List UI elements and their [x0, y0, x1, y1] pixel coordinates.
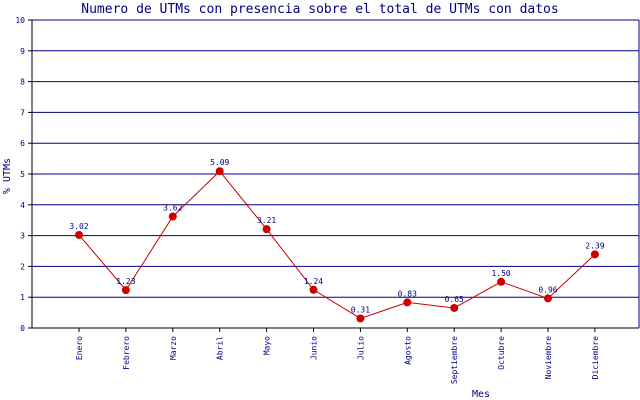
data-point	[544, 294, 552, 303]
y-tick-label: 9	[20, 47, 25, 56]
x-tick-label: Junio	[310, 336, 319, 360]
data-label: 1.24	[304, 277, 323, 286]
y-tick-label: 8	[20, 78, 25, 87]
data-label: 5.09	[210, 158, 229, 167]
data-point	[356, 314, 365, 323]
data-labels: 3.02 1.23 3.62 5.09 3.21 1.24 0.31 0.83 0.65 1.50…	[69, 158, 604, 314]
x-axis-label: Mes	[472, 389, 490, 400]
y-tick-label: 1	[20, 293, 25, 302]
data-point	[497, 277, 506, 286]
data-label: 3.02	[69, 222, 88, 231]
data-label: 0.96	[538, 285, 557, 294]
y-tick-label: 7	[20, 108, 25, 117]
data-point	[309, 285, 318, 294]
y-tick-label: 6	[20, 139, 25, 148]
y-tick-label: 5	[20, 170, 25, 179]
data-label: 1.50	[491, 269, 510, 278]
data-point	[121, 286, 130, 295]
chart-title: Numero de UTMs con presencia sobre el to…	[81, 2, 559, 17]
data-label: 1.23	[116, 277, 135, 286]
x-tick-label: Julio	[356, 336, 365, 360]
data-label: 2.39	[585, 241, 604, 250]
y-axis-label: % UTMs	[2, 158, 13, 194]
x-tick-label: Enero	[75, 336, 84, 360]
data-label: 3.62	[163, 204, 182, 213]
data-point	[590, 250, 599, 259]
data-label: 3.21	[257, 216, 276, 225]
y-tick-label: 3	[20, 232, 25, 241]
y-tick-label: 4	[20, 201, 25, 210]
x-tick-label: Febrero	[122, 336, 131, 370]
x-tick-label: Marzo	[169, 336, 178, 360]
data-point	[262, 225, 271, 234]
x-tick-label: Diciembre	[591, 336, 600, 380]
data-point	[168, 212, 177, 221]
grid-lines	[32, 19, 639, 298]
series-line	[78, 170, 596, 320]
x-tick-label: Agosto	[403, 336, 412, 365]
x-tick-label: Abril	[216, 336, 225, 360]
x-tick-label: Octubre	[497, 336, 506, 370]
data-point	[403, 298, 412, 307]
data-point	[215, 167, 224, 176]
y-tick-labels: 0 1 2 3 4 5 6 7 8 9 10	[15, 16, 25, 333]
data-point	[75, 230, 83, 239]
data-label: 0.31	[351, 305, 370, 314]
y-tick-label: 2	[20, 262, 25, 271]
y-tick-label: 0	[20, 324, 25, 333]
axes	[28, 19, 640, 332]
x-tick-label: Septiembre	[450, 336, 459, 384]
data-label: 0.65	[445, 295, 464, 304]
data-markers	[75, 167, 599, 323]
x-tick-label: Mayo	[263, 336, 272, 355]
x-tick-label: Noviembre	[544, 336, 553, 380]
y-tick-label: 10	[15, 16, 25, 25]
x-tick-labels: Enero Febrero Marzo Abril Mayo Junio Julio Agos…	[75, 336, 600, 384]
data-point	[450, 303, 459, 312]
data-label: 0.83	[398, 289, 417, 298]
